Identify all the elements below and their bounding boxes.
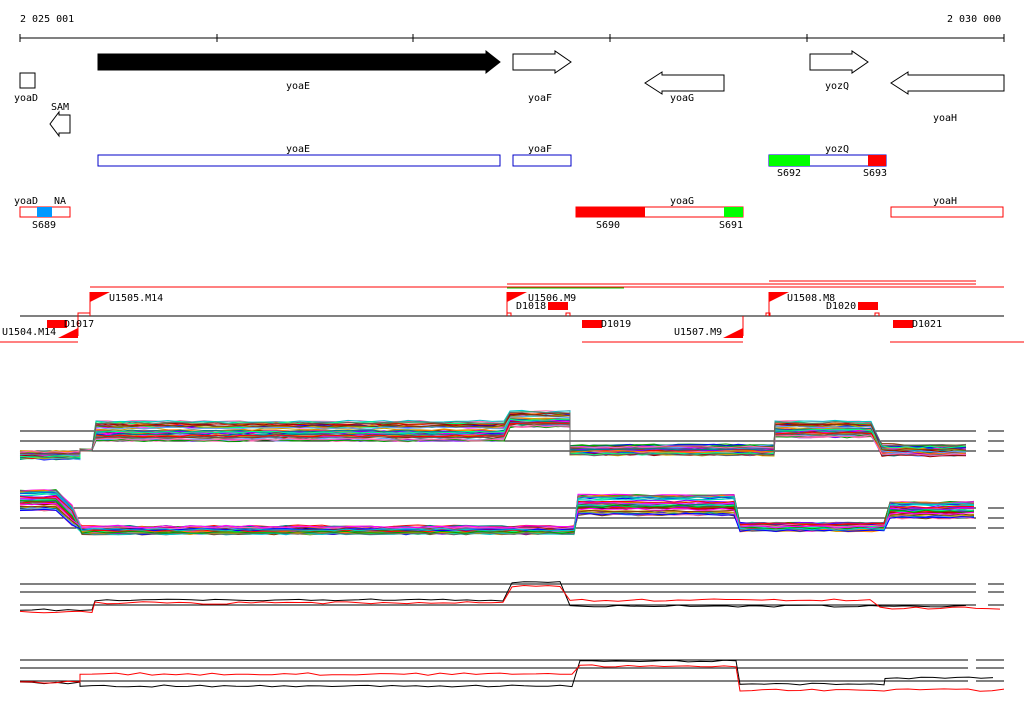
transcript-yoaH-label: yoaH xyxy=(933,196,957,207)
expression-trace xyxy=(19,412,967,458)
expression-trace xyxy=(19,409,967,455)
expression-trace xyxy=(19,584,1001,614)
downshift-D1017-box[interactable] xyxy=(47,320,67,328)
upshift-flag-U1505[interactable] xyxy=(90,292,110,302)
ruler-end-label: 2 030 000 xyxy=(947,14,1001,25)
expression-panel-forward xyxy=(19,409,1004,461)
transcript-yozQ-label: yozQ xyxy=(825,144,849,155)
expression-trace xyxy=(19,581,967,612)
downshift-D1021-label: D1021 xyxy=(912,319,942,330)
upshift-U1505-label: U1505.M14 xyxy=(109,293,163,304)
transcript-yoaD-label: yoaD xyxy=(14,196,38,207)
segment-S690-bar[interactable] xyxy=(576,207,645,217)
downshift-D1021-box[interactable] xyxy=(893,320,913,328)
expression-trace xyxy=(19,491,975,532)
upshift-U1504-label: U1504.M14 xyxy=(2,327,56,338)
downshift-D1018-label: D1018 xyxy=(516,301,546,312)
expression-trace xyxy=(19,659,994,688)
gene-SAM-label: SAM xyxy=(51,102,69,113)
upshift-flag-U1507[interactable] xyxy=(723,328,743,338)
upshift-flag-U1508[interactable] xyxy=(769,292,789,302)
upshift-flag-U1506[interactable] xyxy=(507,292,527,302)
expression-trace xyxy=(19,411,967,457)
segment-S692-bar[interactable] xyxy=(769,155,810,166)
expression-summary-forward xyxy=(19,581,1004,614)
segment-S692-label: S692 xyxy=(777,168,801,179)
transcript-yoaG-label: yoaG xyxy=(670,196,694,207)
shift-track: U1504.M14 U1505.M14 U1506.M9 U1507.M9 U1… xyxy=(0,280,1024,343)
coordinate-ruler: 2 025 001 2 030 000 xyxy=(19,14,1005,42)
transcript-yoaE-label: yoaE xyxy=(286,144,310,155)
downshift-D1017-label: D1017 xyxy=(64,319,94,330)
gene-yozQ-label: yozQ xyxy=(825,81,849,92)
upshift-U1508-label: U1508.M8 xyxy=(787,293,835,304)
segment-S690-label: S690 xyxy=(596,220,620,231)
expression-trace xyxy=(19,500,975,534)
transcript-track-forward: yoaE yoaF yozQ S692 S693 xyxy=(97,144,887,179)
gene-SAM-arrow[interactable] xyxy=(49,110,71,138)
downshift-D1018-box[interactable] xyxy=(548,302,568,310)
expression-trace xyxy=(19,418,967,459)
expression-trace xyxy=(19,508,975,533)
expression-panel-reverse xyxy=(19,489,1004,536)
ruler-start-label: 2 025 001 xyxy=(20,14,74,25)
expression-trace xyxy=(19,422,967,460)
expression-trace xyxy=(19,413,967,455)
gene-yozQ-arrow[interactable] xyxy=(809,50,869,74)
downshift-D1019-box[interactable] xyxy=(582,320,602,328)
expression-trace xyxy=(19,664,1005,692)
segment-S689-bar[interactable] xyxy=(37,207,52,217)
expression-trace xyxy=(19,489,975,536)
gene-yoaD-shape[interactable] xyxy=(19,72,36,89)
gene-yoaD-label: yoaD xyxy=(14,93,38,104)
expression-trace xyxy=(19,424,967,456)
expression-trace xyxy=(19,502,975,529)
downshift-D1020-box[interactable] xyxy=(858,302,878,310)
gene-yoaG-label: yoaG xyxy=(670,93,694,104)
gene-yoaF-arrow[interactable] xyxy=(512,50,572,74)
gene-track: yoaD SAM yoaE yoaF yoaG yozQ yoaH xyxy=(14,49,1005,138)
upshift-U1507-label: U1507.M9 xyxy=(674,327,722,338)
transcript-track-reverse: yoaD NA S689 yoaG S690 S691 yoaH xyxy=(14,196,1004,231)
transcript-yoaF[interactable] xyxy=(512,154,572,167)
upshift-flag-U1504[interactable] xyxy=(58,328,78,338)
gene-yoaE-arrow[interactable] xyxy=(97,49,501,75)
segment-S691-label: S691 xyxy=(719,220,743,231)
gene-yoaG-arrow[interactable] xyxy=(644,71,725,95)
downshift-D1020-label: D1020 xyxy=(826,301,856,312)
expression-trace xyxy=(19,419,967,458)
transcript-NA-label: NA xyxy=(54,196,66,207)
expression-trace xyxy=(19,425,967,454)
gene-yoaH-label: yoaH xyxy=(933,113,957,124)
expression-summary-reverse xyxy=(19,659,1005,692)
transcript-yoaF-label: yoaF xyxy=(528,144,552,155)
segment-S693-bar[interactable] xyxy=(868,155,886,166)
transcript-yoaE[interactable] xyxy=(97,154,501,167)
transcript-yoaH[interactable] xyxy=(890,206,1004,218)
gene-yoaE-label: yoaE xyxy=(286,81,310,92)
gene-yoaF-label: yoaF xyxy=(528,93,552,104)
downshift-D1019-label: D1019 xyxy=(601,319,631,330)
gene-yoaH-arrow[interactable] xyxy=(890,71,1005,95)
segment-S693-label: S693 xyxy=(863,168,887,179)
segment-S689-label: S689 xyxy=(32,220,56,231)
segment-S691-bar[interactable] xyxy=(724,207,743,217)
upshift-U1506-label: U1506.M9 xyxy=(528,293,576,304)
